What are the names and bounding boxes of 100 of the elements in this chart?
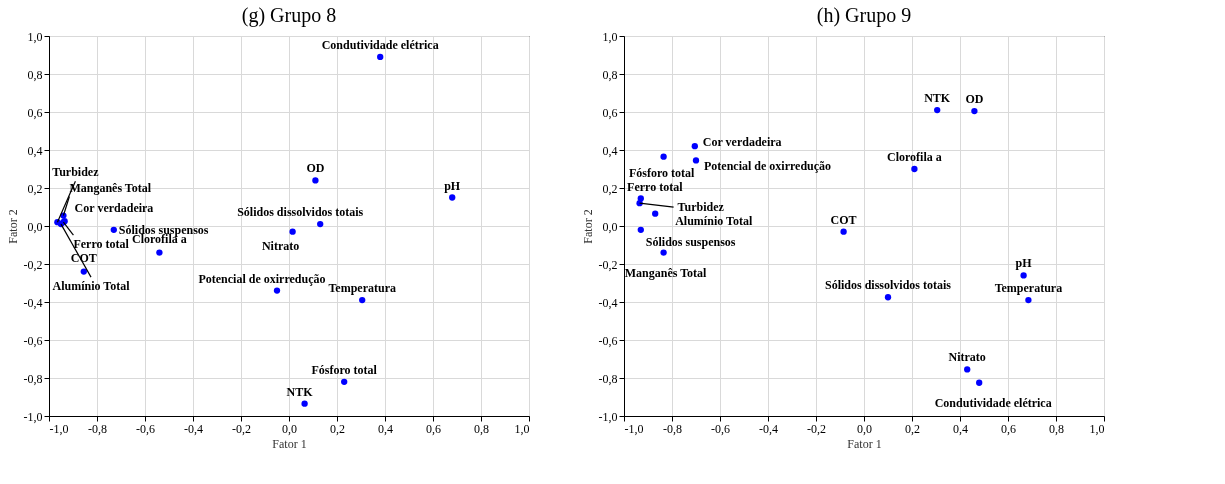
x-tick-label: -0,4 [759,421,778,436]
annotation: NTK [286,384,314,399]
x-tick-label: 0,2 [905,421,920,436]
y-tick-label: -1,0 [23,409,43,424]
point [660,249,667,256]
y-tick-label: 0,6 [602,105,618,120]
y-tick-label: 0,2 [27,181,43,196]
point [884,294,892,301]
point [637,226,644,233]
x-tick-label: -1,0 [49,421,69,436]
point [934,106,941,114]
annotation: OD [306,161,325,176]
annotation: Potencial de oxirredução [704,159,832,174]
y-tick-label: 0,0 [27,219,43,234]
annotation: Turbidez [677,200,725,215]
point [80,268,87,275]
x-tick-label: 0,6 [426,421,441,436]
y-tick-label: 0,0 [602,219,618,234]
annotation: Condutividade elétrica [934,395,1052,410]
annotation: Sólidos dissolvidos totais [824,278,952,293]
x-tick-label: 0,0 [282,421,297,436]
annotation: Alumínio Total [675,213,753,228]
point [636,200,643,207]
point [1020,272,1027,279]
annotation: Fósforo total [311,362,378,377]
y-tick-label: -0,8 [598,371,618,386]
y-axis-title: Fator 2 [5,209,20,244]
point [840,228,847,235]
x-tick-label: -0,8 [88,421,107,436]
y-tick-label: 1,0 [27,29,43,44]
point [652,210,659,217]
annotation: Cor verdadeira [74,201,154,216]
annotation: Nitrato [948,350,986,365]
x-tick-label: 0,8 [474,421,489,436]
point [911,165,918,173]
annotation: Temperatura [328,281,396,296]
y-axis-title: Fator 2 [580,209,595,244]
y-tick-label: -0,2 [598,257,618,272]
y-tick-label: -0,4 [598,295,618,310]
point [289,228,296,235]
x-tick-label: 0,0 [857,421,872,436]
y-tick-label: 0,8 [27,67,43,82]
point [377,53,384,61]
x-tick-label: 0,8 [1049,421,1064,436]
x-tick-label: -1,0 [624,421,644,436]
point [971,107,978,115]
x-axis-title: Fator 1 [847,436,882,451]
point [964,366,971,373]
point [449,194,456,201]
annotation: Ferro total [627,180,684,195]
y-tick-label: 0,8 [602,67,618,82]
annotation: Cor verdadeira [702,135,782,150]
chart-title: (g) Grupo 8 [241,4,337,27]
annotation: Manganês Total [624,265,708,280]
x-tick-label: -0,6 [711,421,730,436]
annotation: Clorofila a [887,150,942,164]
annotation: Temperatura [994,281,1063,296]
y-tick-label: 0,4 [602,143,618,158]
annotation: NTK [924,91,951,106]
y-tick-label: 0,4 [27,143,43,158]
annotation: Turbidez [52,165,100,180]
x-tick-label: -0,8 [663,421,682,436]
y-tick-label: -1,0 [598,409,618,424]
x-tick-label: 1,0 [514,421,530,436]
point [1025,296,1032,304]
annotation: Potencial de oxirredução [198,271,326,286]
annotation: Ferro total [73,237,130,252]
x-tick-label: -0,2 [232,421,251,436]
y-tick-label: -0,6 [23,333,43,348]
point [359,296,366,304]
x-tick-label: -0,6 [136,421,155,436]
annotation: OD [965,92,984,107]
y-tick-label: 0,2 [602,181,618,196]
annotation: pH [1015,256,1033,271]
point [273,287,281,294]
x-tick-label: 0,6 [1001,421,1016,436]
point [691,143,698,150]
annotation: Sólidos suspensos [645,234,736,249]
y-tick-label: -0,4 [23,295,43,310]
annotation: pH [444,178,461,193]
annotation: Nitrato [261,238,300,253]
x-tick-label: 1,0 [1089,421,1105,436]
point [317,220,324,228]
point [301,400,308,407]
annotation: Alumínio Total [52,279,131,294]
annotation: Sólidos dissolvidos totais [237,205,364,220]
x-tick-label: -0,4 [184,421,203,436]
y-tick-label: -0,2 [23,257,43,272]
annotation: COT [830,212,857,227]
x-tick-label: 0,2 [330,421,345,436]
point [692,157,700,164]
annotation: Condutividade elétrica [321,37,439,52]
point [976,379,983,386]
chart-title: (h) Grupo 9 [816,4,912,27]
y-tick-label: -0,6 [598,333,618,348]
y-tick-label: -0,8 [23,371,43,386]
annotation: Fósforo total [628,165,695,180]
x-axis-title: Fator 1 [272,436,307,451]
x-tick-label: 0,4 [378,421,393,436]
point [110,226,117,233]
